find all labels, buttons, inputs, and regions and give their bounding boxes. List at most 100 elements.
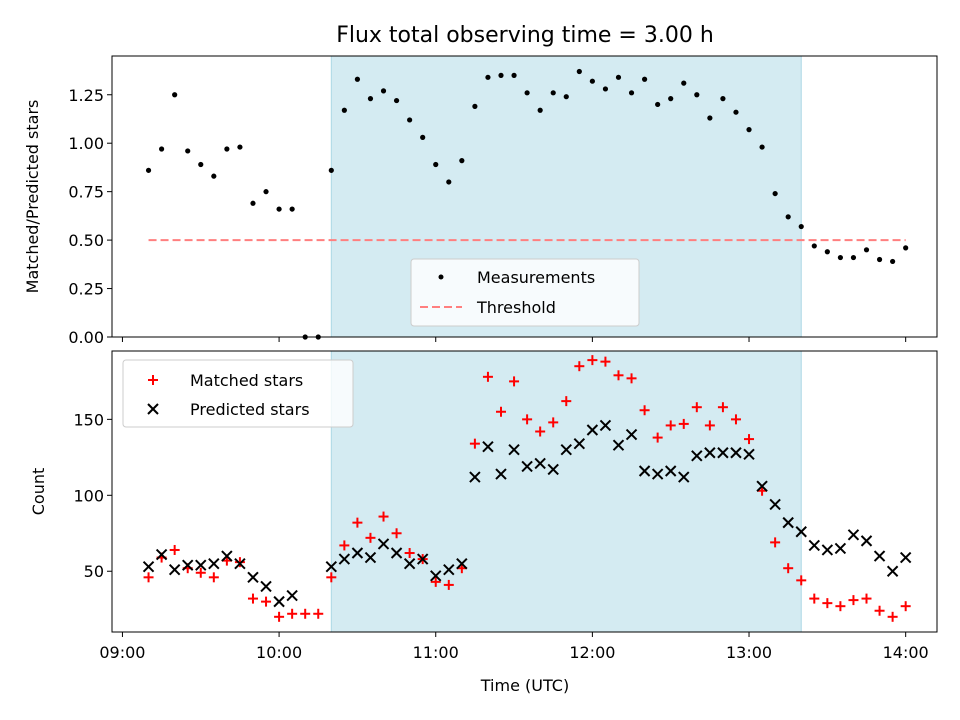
top-y-tick-label: 0.50	[68, 231, 104, 250]
matched-star-point	[195, 567, 206, 578]
matched-star-point	[287, 608, 298, 619]
bottom-x-ticks: 09:00 10:00 11:00 12:00 13:00 14:00	[99, 632, 929, 662]
measurement-point	[407, 117, 413, 123]
measurement-point	[172, 92, 178, 98]
bottom-y-tick-label: 100	[73, 486, 104, 505]
measurement-point	[641, 76, 648, 82]
matched-star-point	[887, 611, 898, 622]
measurement-point	[811, 243, 817, 249]
predicted-star-point	[599, 419, 612, 432]
matched-star-point	[482, 371, 493, 382]
measurement-point	[380, 88, 387, 94]
bottom-legend: Matched stars Predicted stars	[122, 359, 354, 428]
predicted-star-point	[625, 428, 638, 441]
measurement-point	[707, 115, 713, 121]
predicted-star-point	[260, 580, 272, 593]
measurement-point	[237, 144, 243, 150]
predicted-star-point	[273, 595, 285, 608]
measurement-point	[393, 97, 400, 104]
predicted-star-point	[573, 437, 586, 450]
predicted-star-point	[482, 440, 494, 453]
predicted-star-point	[691, 450, 703, 462]
matched-star-point	[613, 370, 624, 381]
matched-star-point	[600, 356, 611, 367]
matched-star-point	[704, 420, 715, 431]
bottom-axes-frame	[111, 350, 938, 633]
measurement-point	[681, 80, 687, 86]
measurement-point	[576, 68, 582, 75]
measurement-point	[890, 258, 896, 265]
matched-star-point	[509, 376, 520, 387]
matched-star-point	[822, 598, 833, 609]
measurement-point	[328, 167, 334, 173]
matched-star-point	[208, 572, 219, 583]
bottom-highlight-span	[330, 350, 802, 633]
matched-star-point	[678, 418, 689, 429]
measurement-point	[772, 190, 778, 197]
bottom-x-tick-label: 11:00	[413, 643, 459, 662]
predicted-star-point	[155, 548, 168, 561]
predicted-star-point	[221, 550, 233, 562]
predicted-star-point	[873, 550, 886, 562]
predicted-star-point	[795, 526, 807, 538]
measurement-point	[485, 74, 491, 80]
top-panel: 0.00 0.25 0.50 0.75 1.00 1.25 Matched/Predict…	[23, 55, 938, 347]
legend-predicted-marker	[147, 403, 159, 415]
matched-star-point	[261, 596, 272, 607]
predicted-star-point	[860, 535, 873, 547]
matched-star-point	[313, 608, 324, 619]
predicted-star-point	[847, 529, 860, 541]
top-y-tick-label: 1.00	[68, 134, 104, 153]
matched-star-point	[587, 355, 598, 366]
matched-star-point	[300, 608, 311, 619]
legend-predicted-label: Predicted stars	[190, 400, 310, 419]
matched-star-point	[874, 605, 885, 616]
matched-star-point	[848, 595, 859, 606]
predicted-star-point	[586, 424, 599, 436]
measurement-point	[354, 76, 361, 82]
matched-star-point	[652, 432, 663, 443]
predicted-star-point	[456, 557, 468, 570]
bottom-legend-box	[122, 359, 354, 428]
matched-star-point	[339, 540, 350, 551]
matched-star-point	[391, 528, 402, 539]
matched-star-point	[626, 373, 637, 384]
matched-star-point	[352, 517, 363, 528]
measurement-point	[211, 173, 217, 179]
measurement-point	[550, 90, 556, 96]
predicted-star-point	[560, 444, 572, 456]
matched-star-point	[443, 579, 454, 590]
measurement-point	[341, 107, 347, 113]
measurement-point	[198, 161, 204, 168]
predicted-star-point	[443, 564, 455, 576]
matched-star-point	[717, 402, 728, 413]
measurement-point	[420, 134, 426, 140]
measurement-point	[263, 189, 269, 195]
measurement-point	[668, 96, 674, 102]
measurement-point	[824, 249, 830, 255]
measurement-point	[785, 214, 791, 220]
predicted-star-point	[495, 468, 507, 480]
top-y-tick-label: 0.00	[68, 328, 104, 347]
measurement-point	[185, 148, 191, 154]
measurement-point	[850, 254, 857, 261]
predicted-star-point	[678, 471, 690, 483]
predicted-star-point	[704, 447, 716, 459]
predicted-star-point	[247, 571, 259, 584]
predicted-star-point	[899, 551, 912, 564]
bottom-x-tick-label: 13:00	[726, 643, 772, 662]
measurement-point	[563, 94, 569, 100]
measurement-point	[224, 146, 230, 152]
bottom-y-tick-label: 150	[73, 410, 104, 429]
measurement-point	[863, 247, 870, 253]
predicted-star-point	[168, 564, 181, 576]
matched-star-point	[326, 572, 337, 583]
matched-star-point	[809, 593, 820, 604]
matched-star-point	[496, 406, 507, 417]
chart-title: Flux total observing time = 3.00 h	[336, 23, 714, 48]
matched-star-point	[535, 426, 546, 437]
bottom-y-axis-label: Count	[29, 468, 48, 516]
matched-star-point	[247, 593, 258, 604]
matched-star-point	[574, 361, 585, 372]
predicted-star-point	[508, 444, 520, 456]
